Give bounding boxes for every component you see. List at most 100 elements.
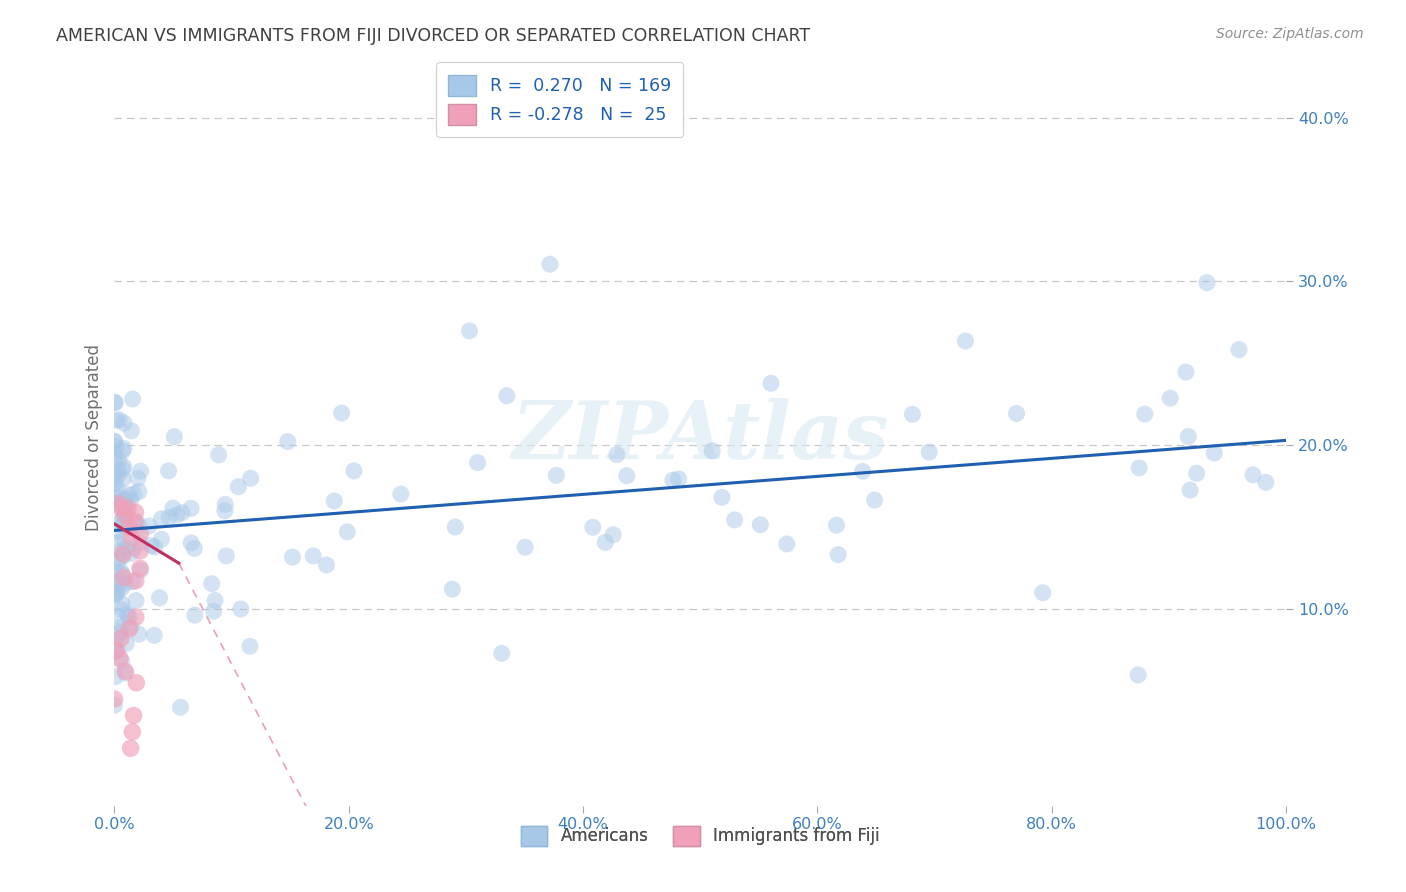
Point [124, 515, 146, 529]
Point [166, 508, 188, 522]
Point [111, 549, 134, 564]
Point [112, 416, 135, 430]
Point [228, 480, 250, 494]
Point [1185, 467, 1208, 481]
Point [114, 541, 136, 556]
Point [863, 493, 886, 508]
Point [118, 610, 141, 624]
Point [183, 541, 205, 556]
Point [323, 494, 346, 508]
Point [121, 725, 143, 739]
Point [150, 512, 173, 526]
Point [114, 503, 136, 517]
Point [103, 692, 125, 706]
Point [111, 619, 134, 633]
Point [901, 408, 924, 422]
Point [602, 528, 624, 542]
Point [104, 396, 127, 410]
Point [111, 567, 134, 582]
Point [214, 497, 236, 511]
Point [1133, 407, 1156, 421]
Point [1032, 586, 1054, 600]
Point [107, 463, 129, 477]
Point [111, 603, 134, 617]
Point [112, 571, 135, 585]
Point [441, 582, 464, 597]
Point [110, 632, 132, 646]
Point [467, 456, 489, 470]
Point [239, 639, 262, 653]
Point [1178, 483, 1201, 497]
Point [148, 591, 170, 605]
Point [759, 376, 782, 391]
Point [157, 510, 180, 524]
Point [112, 533, 135, 547]
Point [1174, 365, 1197, 379]
Point [668, 472, 690, 486]
Point [157, 464, 180, 478]
Point [1195, 276, 1218, 290]
Point [1254, 475, 1277, 490]
Point [114, 491, 136, 506]
Point [103, 470, 125, 484]
Point [110, 495, 132, 509]
Point [124, 505, 146, 519]
Point [389, 487, 412, 501]
Point [107, 483, 129, 498]
Point [827, 548, 849, 562]
Point [112, 492, 135, 507]
Point [749, 517, 772, 532]
Point [105, 644, 128, 658]
Point [129, 544, 152, 558]
Point [105, 524, 128, 538]
Point [277, 434, 299, 449]
Point [111, 518, 134, 533]
Point [129, 536, 152, 550]
Point [120, 620, 142, 634]
Point [336, 524, 359, 539]
Point [111, 654, 134, 668]
Point [546, 468, 568, 483]
Point [724, 513, 747, 527]
Point [208, 448, 231, 462]
Point [107, 555, 129, 569]
Point [184, 608, 207, 623]
Point [281, 550, 304, 565]
Point [122, 487, 145, 501]
Point [170, 506, 193, 520]
Point [302, 549, 325, 563]
Point [1128, 461, 1150, 475]
Point [118, 488, 141, 502]
Point [107, 551, 129, 566]
Point [114, 576, 136, 591]
Point [110, 501, 132, 516]
Point [1005, 407, 1028, 421]
Point [582, 520, 605, 534]
Point [125, 515, 148, 529]
Point [1177, 429, 1199, 443]
Point [117, 501, 139, 516]
Point [162, 501, 184, 516]
Point [513, 540, 536, 554]
Point [104, 576, 127, 591]
Point [129, 563, 152, 577]
Point [852, 464, 875, 478]
Point [202, 604, 225, 618]
Point [606, 448, 628, 462]
Point [710, 491, 733, 505]
Point [112, 508, 135, 523]
Point [700, 443, 723, 458]
Point [110, 581, 132, 595]
Point [114, 665, 136, 679]
Point [825, 518, 848, 533]
Point [105, 413, 128, 427]
Point [110, 543, 132, 558]
Point [538, 257, 561, 271]
Point [104, 589, 127, 603]
Point [215, 549, 238, 563]
Point [112, 462, 135, 476]
Point [180, 501, 202, 516]
Point [1126, 668, 1149, 682]
Point [115, 637, 138, 651]
Point [125, 610, 148, 624]
